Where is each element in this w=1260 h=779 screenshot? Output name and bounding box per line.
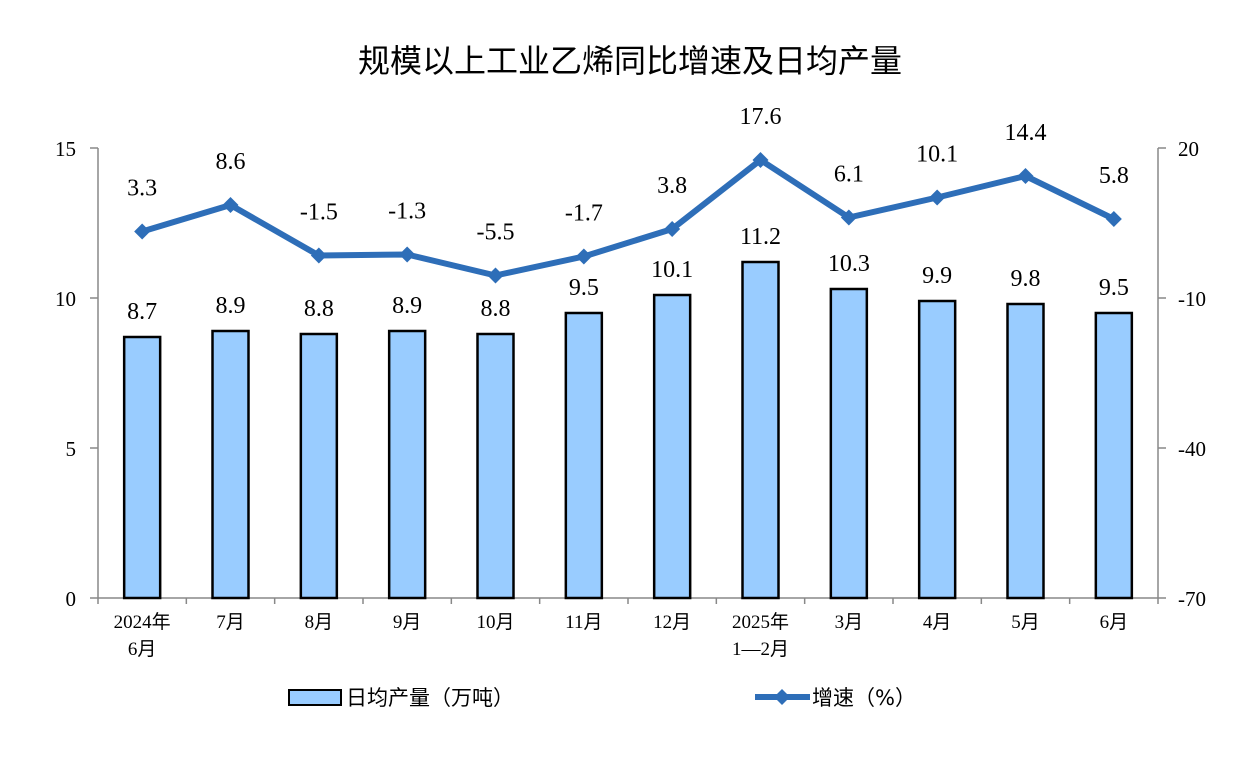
legend-bar-label: 日均产量（万吨） bbox=[346, 686, 514, 710]
bar bbox=[829, 287, 869, 600]
x-tick-label: 7月 bbox=[216, 612, 245, 633]
line-marker bbox=[575, 248, 592, 265]
line-marker bbox=[310, 247, 327, 264]
line-marker bbox=[134, 223, 151, 240]
legend-bar-swatch bbox=[288, 689, 342, 706]
x-tick-label: 4月 bbox=[923, 612, 952, 633]
line-marker bbox=[840, 209, 857, 226]
line-data-label: 5.8 bbox=[1099, 163, 1129, 189]
x-tick-label: 5月 bbox=[1011, 612, 1040, 633]
x-tick-label: 8月 bbox=[305, 612, 334, 633]
x-tick-label: 2024年 bbox=[114, 611, 171, 633]
right-tick-label: -10 bbox=[1178, 287, 1206, 311]
line-marker bbox=[1105, 211, 1122, 227]
x-tick-label: 6月 bbox=[128, 639, 157, 660]
line-marker bbox=[399, 246, 416, 263]
x-tick-label: 12月 bbox=[653, 612, 691, 633]
line-marker bbox=[487, 267, 504, 284]
bar bbox=[299, 332, 339, 600]
bar bbox=[741, 260, 780, 600]
bar bbox=[211, 329, 250, 600]
line-marker bbox=[929, 189, 946, 206]
left-tick-label: 0 bbox=[66, 587, 77, 611]
line-data-label: 17.6 bbox=[740, 104, 782, 130]
bar-data-label: 9.9 bbox=[922, 263, 952, 289]
chart-title: 规模以上工业乙烯同比增速及日均产量 bbox=[357, 42, 902, 80]
x-tick-label: 10月 bbox=[476, 612, 514, 633]
left-tick-label: 5 bbox=[66, 437, 77, 461]
x-tick-label: 2025年 bbox=[732, 611, 789, 633]
bar-data-label: 11.2 bbox=[740, 224, 781, 250]
bar-data-label: 8.8 bbox=[304, 296, 334, 322]
bar bbox=[1094, 311, 1134, 600]
bar-data-label: 10.1 bbox=[651, 257, 693, 283]
line-marker bbox=[752, 152, 769, 168]
line-data-label: -1.5 bbox=[300, 200, 338, 226]
bar-data-label: 10.3 bbox=[828, 251, 870, 277]
bar bbox=[917, 299, 957, 600]
line-data-label: 3.3 bbox=[127, 176, 157, 202]
left-tick-label: 15 bbox=[55, 137, 76, 161]
line-marker bbox=[222, 197, 239, 213]
line-data-label: -5.5 bbox=[477, 220, 515, 246]
line-data-label: 6.1 bbox=[834, 162, 864, 188]
line-data-label: 10.1 bbox=[916, 142, 958, 168]
line-data-label: 14.4 bbox=[1005, 120, 1047, 146]
line-marker bbox=[664, 221, 681, 237]
x-tick-label: 9月 bbox=[393, 612, 422, 633]
series-line bbox=[141, 157, 1116, 279]
x-tick-label: 6月 bbox=[1100, 612, 1129, 633]
legend-line-label: 增速（%） bbox=[812, 686, 916, 710]
x-tick-label: 3月 bbox=[835, 612, 864, 633]
legend-line-marker bbox=[774, 689, 790, 705]
line-data-label: -1.7 bbox=[565, 201, 603, 227]
bar-data-label: 8.9 bbox=[392, 293, 422, 319]
bar bbox=[476, 332, 515, 600]
right-tick-label: 20 bbox=[1178, 137, 1199, 161]
bar bbox=[652, 293, 692, 600]
right-tick-label: -40 bbox=[1178, 437, 1206, 461]
bar-data-label: 9.5 bbox=[1099, 275, 1129, 301]
bar bbox=[1006, 302, 1045, 600]
line-data-label: 3.8 bbox=[657, 173, 687, 199]
bar bbox=[387, 329, 427, 600]
bar-data-label: 9.5 bbox=[569, 275, 599, 301]
line-data-label: -1.3 bbox=[388, 199, 426, 225]
bar bbox=[564, 311, 604, 600]
bar-data-label: 9.8 bbox=[1011, 266, 1041, 292]
left-tick-label: 10 bbox=[55, 287, 76, 311]
line-data-label: 8.6 bbox=[216, 149, 246, 175]
right-tick-label: -70 bbox=[1178, 587, 1206, 611]
x-tick-label: 1—2月 bbox=[732, 639, 789, 660]
x-tick-label: 11月 bbox=[565, 612, 602, 633]
bar-data-label: 8.8 bbox=[481, 296, 511, 322]
line-marker bbox=[1017, 168, 1034, 184]
bar-data-label: 8.7 bbox=[127, 299, 157, 325]
bar-data-label: 8.9 bbox=[216, 293, 246, 319]
bar bbox=[122, 335, 162, 600]
